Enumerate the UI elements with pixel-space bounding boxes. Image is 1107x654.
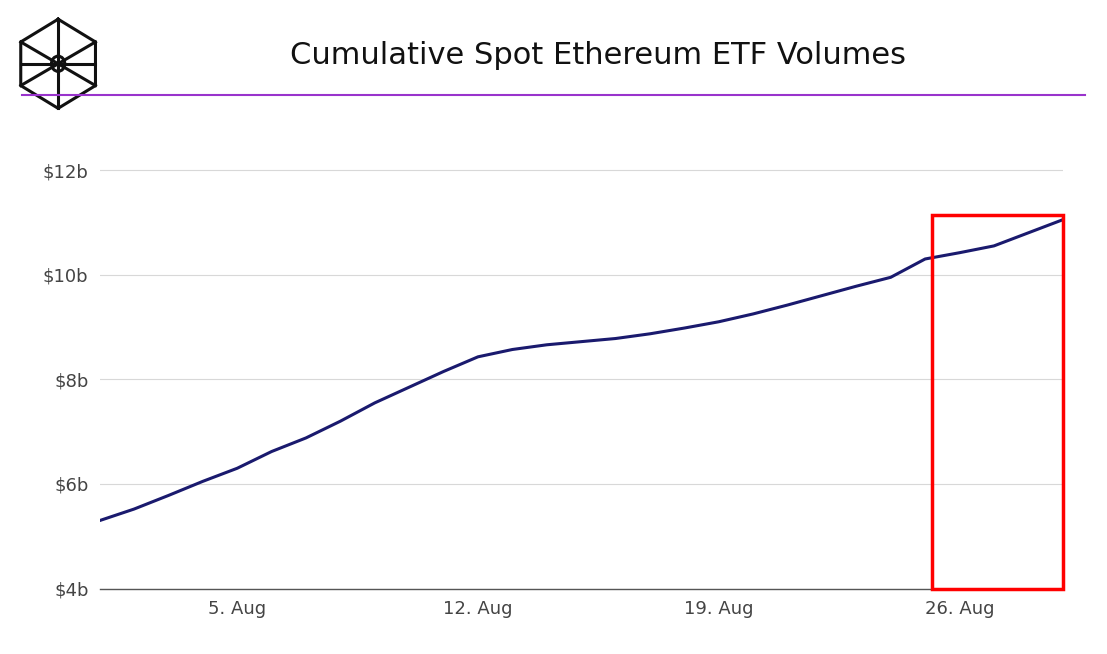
- Text: Cumulative Spot Ethereum ETF Volumes: Cumulative Spot Ethereum ETF Volumes: [290, 41, 906, 70]
- Bar: [932, 215, 1063, 589]
